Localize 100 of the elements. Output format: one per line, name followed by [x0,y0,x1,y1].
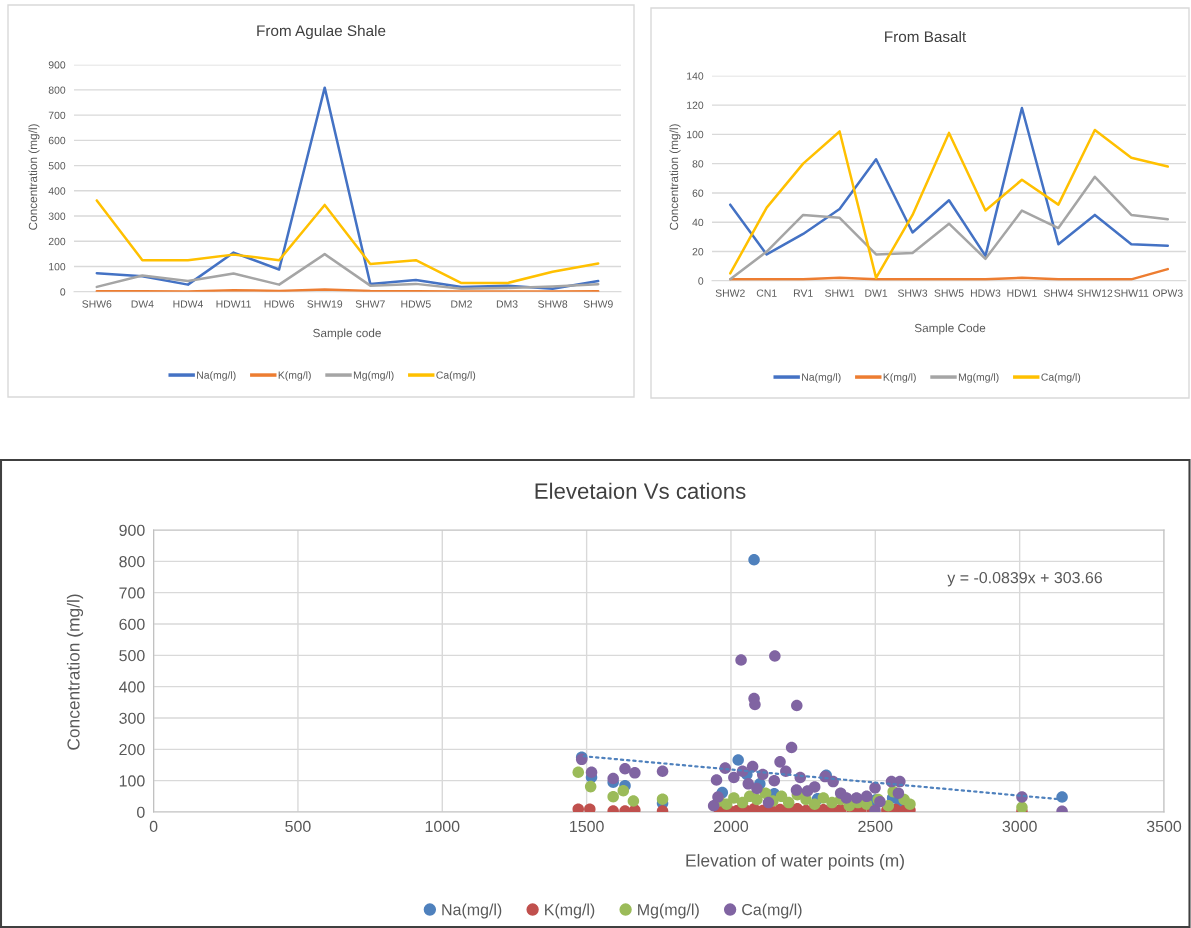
line-series [728,175,1170,281]
point [860,790,873,803]
chart-title: From Basalt [885,30,967,43]
x-tick-label: SHW11 [1114,289,1149,297]
y-tick-label: 600 [48,136,66,145]
point [707,799,720,812]
point [585,766,598,778]
point [572,766,585,778]
y-tick-label: 900 [48,61,66,69]
y-tick-label: 120 [687,101,704,109]
x-tick-label: 1000 [425,820,460,833]
point [728,792,740,804]
point [656,765,669,778]
legend-label: K(mg/l) [278,371,311,381]
point [710,774,723,786]
x-tick-label: 3500 [1146,820,1182,833]
point [617,784,630,797]
y-tick-label: 600 [119,618,145,630]
y-tick-label: 140 [687,72,704,80]
point [808,781,821,793]
point [748,554,760,566]
x-tick-label: DM2 [451,300,472,308]
point [584,780,597,793]
point [892,787,905,799]
x-axis-title: Sample code [313,328,381,340]
x-tick-label: HDW3 [970,289,1001,297]
legend-label: Ca(mg/l) [742,903,802,919]
legend-label: K(mg/l) [883,373,916,383]
y-tick-label: 0 [137,806,145,818]
y-tick-label: 700 [119,587,145,599]
x-tick-label: SHW9 [583,300,613,308]
x-tick-label: SHW3 [897,289,928,297]
point [768,774,781,787]
point [850,792,863,804]
point [732,754,744,766]
y-tick-label: 400 [48,187,66,195]
y-tick-label: 100 [49,262,66,271]
legend-label: Na(mg/l) [802,373,841,383]
y-tick-label: 60 [692,189,704,197]
legend-label: K(mg/l) [545,903,595,919]
point [742,778,755,790]
x-tick-label: 500 [285,820,311,833]
y-tick-label: 80 [692,160,704,168]
y-axis-title: Concentration (mg/l) [28,124,40,230]
x-tick-label: OPW3 [1152,289,1183,297]
y-axis-title: Concentration (mg/l) [669,124,681,230]
line-series [728,128,1170,280]
point [720,798,733,810]
x-tick-label: SHW6 [82,300,112,308]
point [584,803,596,812]
y-tick-label: 400 [118,681,145,693]
x-tick-label: 3000 [1002,820,1037,833]
point [728,771,740,784]
x-tick-label: RV1 [793,289,813,297]
legend-label: Mg(mg/l) [958,373,999,383]
x-tick-label: SHW4 [1043,289,1074,297]
x-tick-label: SHW2 [715,289,745,297]
point [791,699,803,712]
annotation: y = -0.0839x + 303.66 [947,571,1102,587]
point [904,798,916,810]
x-tick-label: HDW1 [1007,289,1037,297]
x-tick-label: SHW19 [307,300,343,308]
y-tick-label: 800 [48,86,66,94]
point [629,767,641,779]
y-tick-label: 300 [48,212,66,220]
x-tick-label: SHW5 [934,289,964,297]
point [735,654,747,666]
point [808,798,821,810]
x-tick-label: HDW11 [216,300,251,308]
x-tick-label: HDW5 [401,300,431,308]
point [869,782,881,794]
point [627,795,640,807]
point [782,796,795,809]
point [607,790,619,803]
point [785,741,798,754]
point [712,791,724,803]
y-tick-label: 200 [48,237,66,246]
y-tick-label: 100 [119,775,145,787]
legend-label: Ca(mg/l) [1041,373,1081,383]
point [607,772,619,785]
point [762,796,775,809]
legend-label: Mg(mg/l) [638,903,699,919]
point [619,763,631,775]
y-tick-label: 500 [119,649,145,662]
x-tick-label: SHW7 [355,300,385,308]
y-tick-label: 300 [119,712,145,724]
x-tick-label: HDW6 [264,300,294,308]
x-tick-label: 0 [149,820,158,833]
point [751,782,763,795]
line-series [728,106,1170,258]
y-tick-label: 20 [692,248,704,256]
y-tick-label: 200 [119,743,145,756]
y-tick-label: 800 [119,555,145,568]
x-axis-title: Sample Code [914,323,986,335]
x-tick-label: DW4 [131,300,154,308]
y-tick-label: 40 [692,218,704,227]
point [840,792,853,804]
point [790,784,803,796]
x-tick-label: 2000 [714,820,749,833]
x-axis-title: Elevation of water points (m) [686,853,904,871]
